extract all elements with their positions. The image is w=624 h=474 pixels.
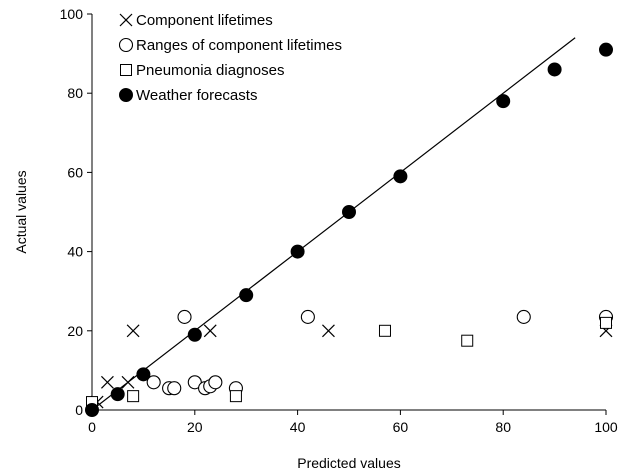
data-point [110,387,125,402]
x-tick-label: 80 [495,419,511,435]
x-axis-label: Predicted values [297,455,401,471]
reference-line [91,37,576,411]
data-point [393,169,408,184]
data-point [290,244,305,259]
legend-marker [119,88,133,102]
data-point [600,316,612,329]
series-0 [90,324,613,409]
data-point [342,205,356,219]
data-marks [85,37,614,417]
legend-label: Ranges of component lifetimes [136,37,342,54]
legend-marker [119,13,133,27]
legend-marker [120,64,132,76]
y-tick-label: 0 [75,402,83,418]
x-tick-label: 60 [393,419,409,435]
x-tick-label: 0 [88,419,96,435]
data-point [322,324,335,338]
data-point [177,309,192,324]
data-point [516,309,531,324]
cross-stroke [100,375,114,389]
legend-label: Pneumonia diagnoses [136,62,284,79]
cross-stroke [121,375,135,389]
data-point [461,334,474,347]
cross-stroke [126,324,140,338]
data-point [208,375,223,390]
cross-stroke [203,324,217,338]
x-tick-label: 100 [594,419,618,435]
y-tick-label: 60 [67,164,83,180]
series-2 [86,316,612,409]
legend-label: Weather forecasts [136,87,257,104]
data-point [547,62,562,77]
legend-marker [118,37,134,53]
legend-label: Component lifetimes [136,12,273,29]
data-point [127,390,140,403]
data-point [599,42,613,57]
x-tick-label: 40 [290,419,306,435]
data-point [239,288,254,303]
x-tick-label: 20 [187,419,203,435]
y-tick-label: 80 [67,85,83,101]
y-tick-label: 40 [67,244,83,260]
data-point [100,375,114,389]
data-point [378,324,391,337]
data-point [121,375,135,389]
series-1 [146,309,614,396]
cross-stroke [119,13,133,27]
data-point [187,327,202,342]
data-point [136,367,151,382]
data-point [300,309,315,324]
legend: Component lifetimes Ranges of component l… [118,12,342,104]
axes: 0 20 40 60 80 100 0 20 40 60 80 100 [60,6,618,435]
data-point [167,381,182,396]
data-point [146,375,161,390]
y-axis-label: Actual values [13,170,29,253]
y-tick-label: 20 [67,323,83,339]
data-point [85,403,99,417]
cross-stroke [322,324,335,338]
y-tick-label: 100 [60,6,84,22]
data-point [229,390,242,403]
data-point [126,324,140,338]
series-3 [85,42,613,417]
data-point [203,324,217,338]
data-point [496,94,511,109]
